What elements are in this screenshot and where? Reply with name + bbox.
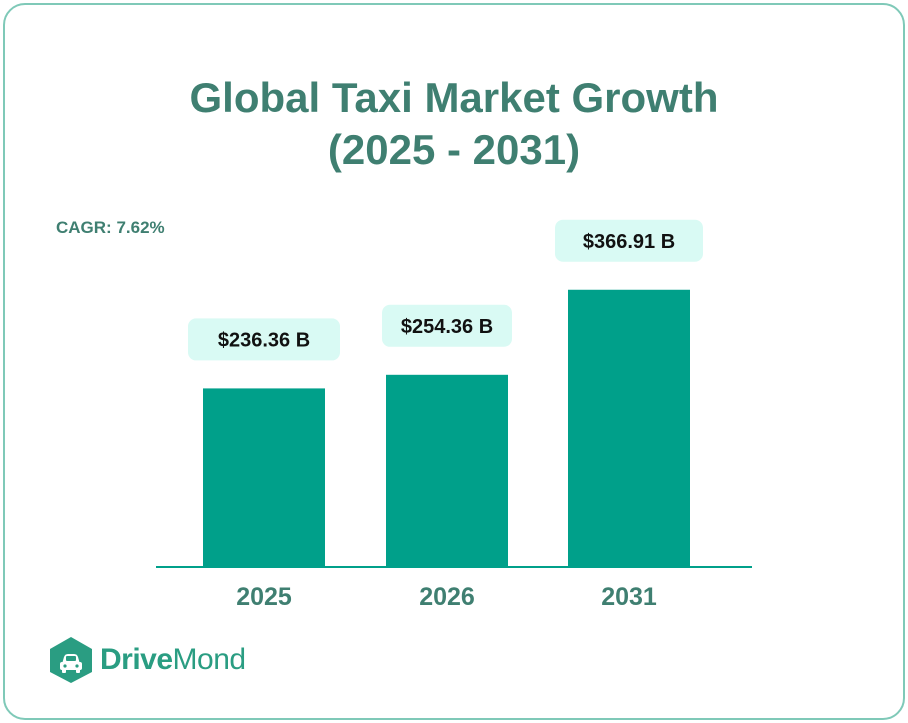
bar-2031 <box>568 289 690 567</box>
x-tick-label-2026: 2026 <box>419 583 475 611</box>
brand-name: DriveMond <box>100 643 246 677</box>
value-label-2026: $254.36 B <box>401 316 493 338</box>
chart-card <box>3 3 905 720</box>
value-label-bg-2031 <box>555 219 703 262</box>
bar-2026 <box>386 374 508 567</box>
x-tick-label-2031: 2031 <box>601 583 657 611</box>
chart-title: Global Taxi Market Growth (2025 - 2031) <box>0 72 908 176</box>
value-label-2031: $366.91 B <box>583 231 675 253</box>
brand-logo: DriveMond <box>48 636 246 684</box>
x-tick-label-2025: 2025 <box>236 583 292 611</box>
value-label-bg-2026 <box>382 304 512 347</box>
brand-name-part-1: Drive <box>100 643 173 676</box>
value-label-bg-2025 <box>188 318 340 361</box>
car-hexagon-icon <box>50 637 92 683</box>
brand-name-part-2: Mond <box>172 643 247 676</box>
bar-2025 <box>203 388 325 567</box>
cagr-label: CAGR: 7.62% <box>56 218 165 237</box>
value-label-2025: $236.36 B <box>218 329 310 351</box>
chart-title-line-2: (2025 - 2031) <box>327 126 581 173</box>
chart-title-line-1: Global Taxi Market Growth <box>189 74 719 121</box>
